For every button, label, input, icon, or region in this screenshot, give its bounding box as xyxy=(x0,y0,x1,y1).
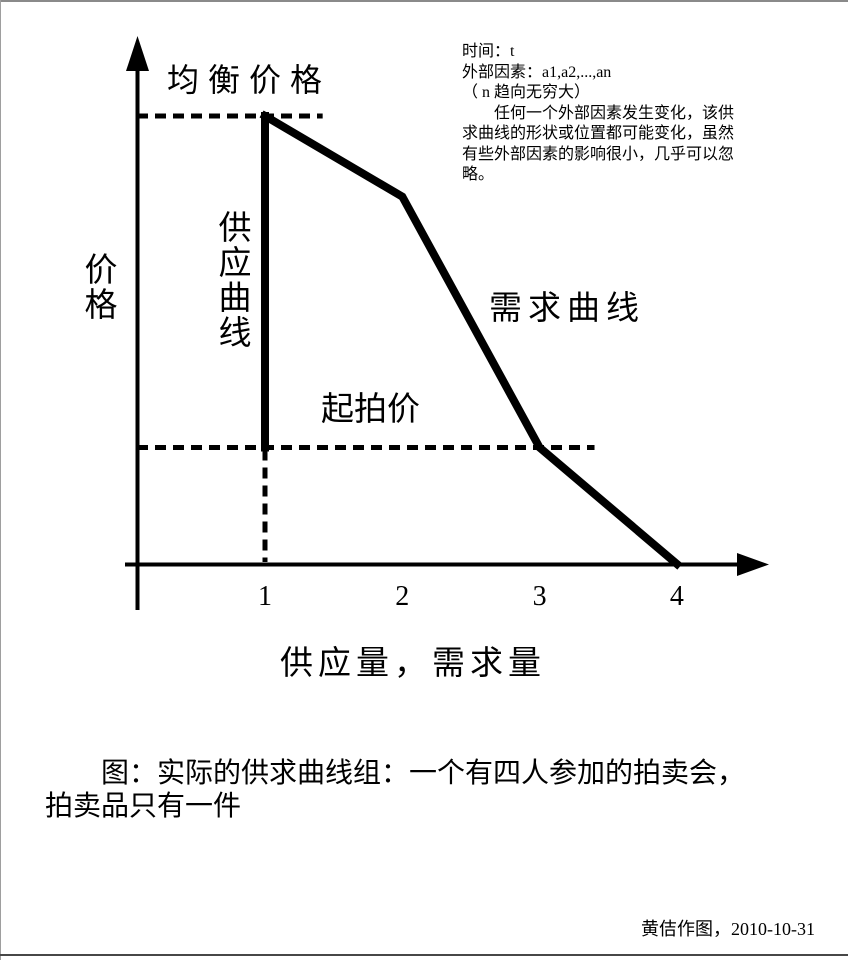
start-price-label: 起拍价 xyxy=(321,392,420,428)
y-axis-arrow-icon xyxy=(126,36,149,71)
text-line: 略。 xyxy=(462,166,495,183)
x-tick-label: 4 xyxy=(669,581,684,612)
demand-curve-label: 需求曲线 xyxy=(489,291,645,327)
external-factors-note: 时间：t 外部因素：a1,a2,...,an （ n 趋向无穷大） 任何一个外部因素… xyxy=(462,42,842,186)
frame-bottom-border xyxy=(0,954,848,956)
figure-caption: 图：实际的供求曲线组：一个有四人参加的拍卖会， 拍卖品只有一件 xyxy=(45,757,815,823)
text-line: 时间：t xyxy=(462,43,515,60)
x-axis-arrow-icon xyxy=(737,553,769,576)
x-tick-label: 3 xyxy=(532,581,547,612)
text-line: 求曲线的形状或位置都可能变化，虽然 xyxy=(462,125,735,142)
author-signature: 黄佶作图，2010-10-31 xyxy=(641,919,815,939)
demand-curve xyxy=(259,110,683,570)
text-line: 任何一个外部因素发生变化，该供 xyxy=(462,104,735,122)
text-line: 图：实际的供求曲线组：一个有四人参加的拍卖会， xyxy=(45,758,746,789)
text-line: 有些外部因素的影响很小，几乎可以忽 xyxy=(462,145,735,163)
text-line: 外部因素：a1,a2,...,an xyxy=(462,63,612,81)
frame-left-border xyxy=(0,0,1,960)
supply-curve-label: 供应曲线 xyxy=(213,210,249,350)
text-line: （ n 趋向无穷大） xyxy=(462,84,591,101)
text-line: 拍卖品只有一件 xyxy=(45,791,242,822)
equilibrium-price-label: 均衡价格 xyxy=(167,62,332,98)
frame-top-border xyxy=(0,0,848,2)
x-tick-label: 2 xyxy=(395,581,410,612)
x-tick-label: 1 xyxy=(258,581,272,612)
y-axis-label: 价格 xyxy=(79,252,115,322)
x-axis-label: 供应量，需求量 xyxy=(280,646,546,682)
